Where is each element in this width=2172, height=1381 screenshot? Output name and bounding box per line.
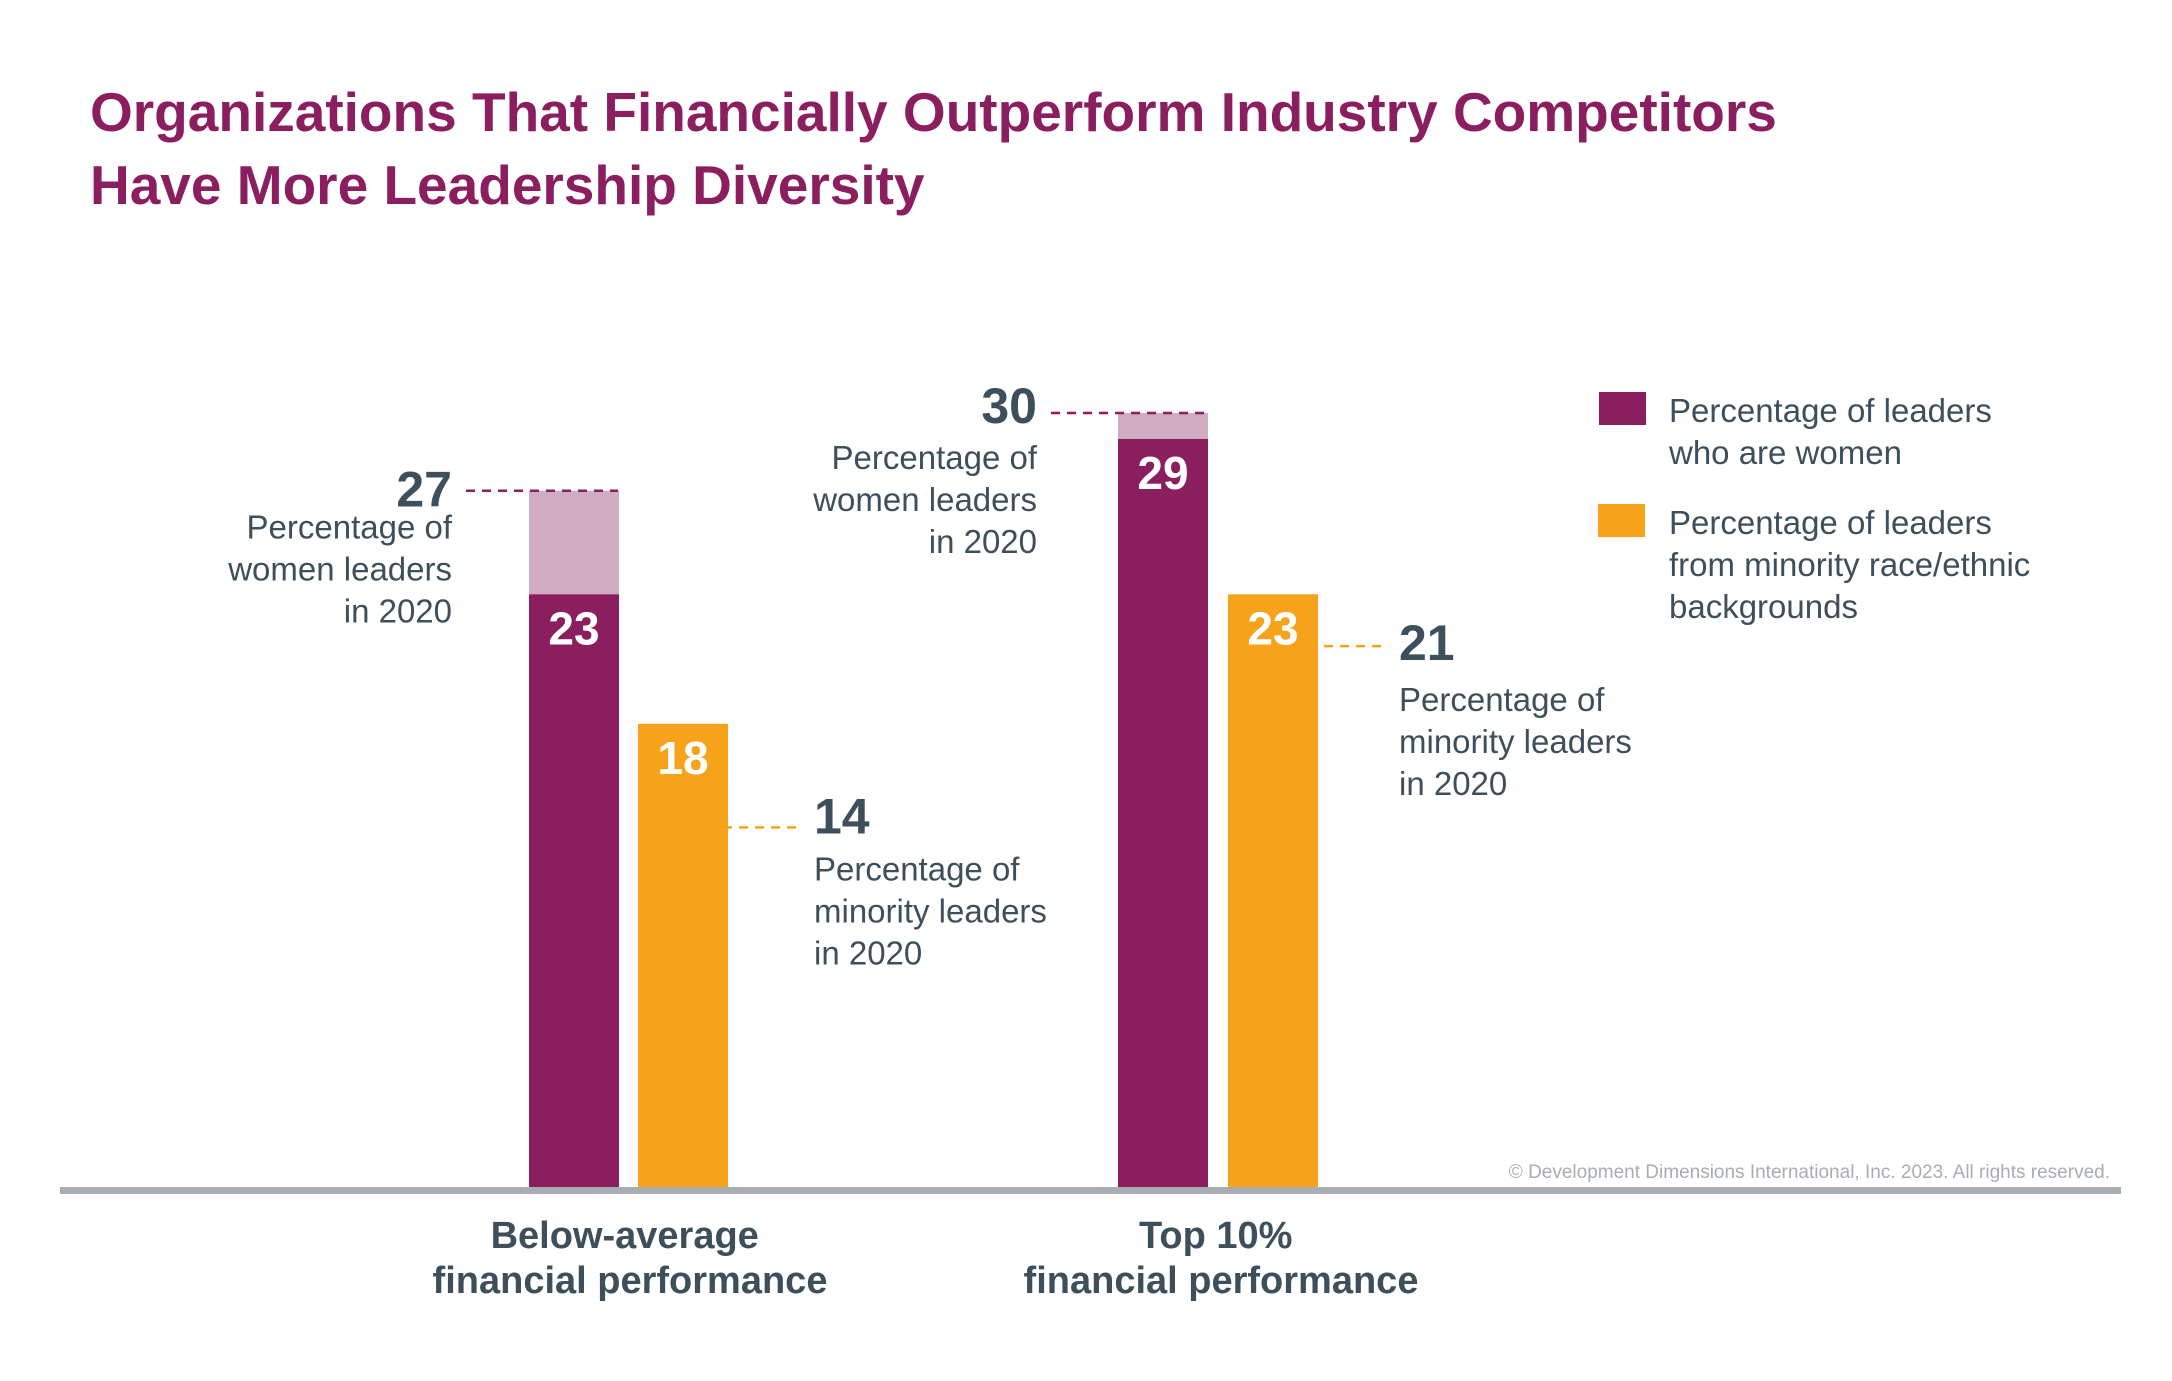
legend-label-minority: Percentage of leaders from minority race… (1669, 504, 2039, 625)
category-label-top-10: Top 10% financial performance (1024, 1215, 1419, 1302)
annotation-2020-text: Percentage of women leaders in 2020 (812, 439, 1038, 560)
value-2020-label: 14 (814, 788, 870, 844)
bar-women (1118, 438, 1208, 1190)
bar-2020-overhang (529, 490, 619, 595)
x-axis-line (60, 1187, 2121, 1194)
bar-value-label: 29 (1137, 447, 1188, 499)
bar-women (529, 594, 619, 1190)
annotation-line: minority leaders (814, 892, 1047, 929)
legend-label-women: Percentage of leaders who are women (1668, 392, 2001, 471)
bar-minority (1228, 594, 1318, 1190)
annotation-line: Percentage of (814, 850, 1020, 887)
bar-value-label: 18 (657, 732, 708, 784)
category-label-below-average: Below-average financial performance (433, 1215, 828, 1302)
legend-line: who are women (1668, 434, 1902, 471)
annotation-2020-text: Percentage of minority leaders in 2020 (1399, 681, 1632, 802)
category-label-line: financial performance (1024, 1260, 1419, 1302)
bar-value-label: 23 (1247, 602, 1298, 654)
title-line-2: Have More Leadership Diversity (90, 154, 925, 216)
bar-value-label: 23 (548, 602, 599, 654)
annotation-line: in 2020 (814, 934, 922, 971)
annotation-line: minority leaders (1399, 723, 1632, 760)
bar-2020-overhang (1118, 413, 1208, 439)
value-2020-label: 30 (981, 378, 1037, 434)
legend-swatch-women (1599, 392, 1646, 425)
bar-minority (638, 723, 728, 1190)
annotation-line: women leaders (227, 551, 452, 588)
legend: Percentage of leaders who are women Perc… (1598, 392, 2039, 625)
value-2020-label: 27 (396, 462, 452, 518)
legend-line: Percentage of leaders (1669, 504, 1992, 541)
category-label-line: financial performance (433, 1260, 828, 1302)
annotation-line: in 2020 (929, 523, 1037, 560)
legend-line: Percentage of leaders (1669, 392, 1992, 429)
copyright: © Development Dimensions International, … (1509, 1162, 2110, 1183)
value-2020-label: 21 (1399, 615, 1455, 671)
annotation-2020-text: Percentage of women leaders in 2020 (227, 509, 453, 630)
legend-swatch-minority (1598, 504, 1645, 537)
category-label-line: Top 10% (1139, 1215, 1292, 1257)
annotation-line: in 2020 (1399, 765, 1507, 802)
annotation-line: Percentage of (832, 439, 1038, 476)
annotation-2020-text: Percentage of minority leaders in 2020 (814, 850, 1047, 971)
chart-title: Organizations That Financially Outperfor… (90, 76, 1777, 222)
legend-line: backgrounds (1669, 588, 1858, 625)
annotation-line: women leaders (812, 481, 1037, 518)
annotation-line: Percentage of (1399, 681, 1605, 718)
annotation-line: in 2020 (344, 593, 452, 630)
legend-line: from minority race/ethnic (1669, 546, 2030, 583)
category-label-line: Below-average (491, 1215, 759, 1257)
annotation-line: Percentage of (247, 509, 453, 546)
title-line-1: Organizations That Financially Outperfor… (90, 81, 1777, 143)
